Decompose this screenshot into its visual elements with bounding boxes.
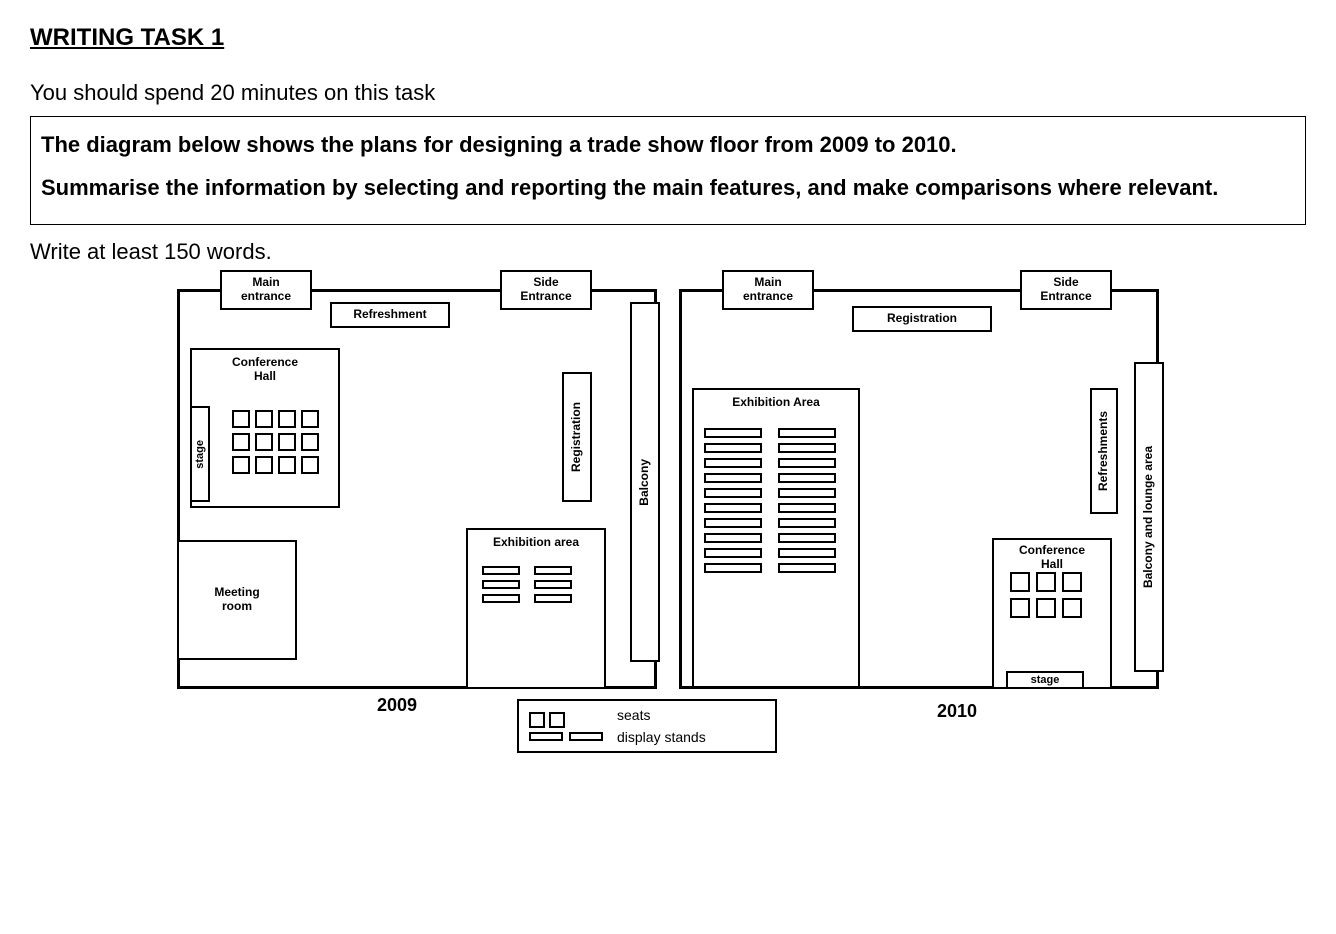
- seat-icon: [232, 456, 250, 474]
- seat-icon: [301, 410, 319, 428]
- stand-icon: [778, 518, 836, 528]
- floor-plans: Main entrance Side Entrance Refreshment …: [30, 289, 1306, 689]
- exhibition-area-2010: Exhibition Area: [692, 388, 860, 688]
- conference-seats-2009: [232, 410, 321, 476]
- stand-icon: [704, 518, 762, 528]
- year-2009-label: 2009: [377, 695, 417, 716]
- seat-icon: [1062, 572, 1082, 592]
- stand-icon: [778, 443, 836, 453]
- registration-label-2009: Registration: [570, 402, 584, 472]
- stand-icon: [778, 563, 836, 573]
- stand-icon: [704, 533, 762, 543]
- stand-icon: [534, 594, 572, 603]
- registration-2010: Registration: [852, 306, 992, 332]
- balcony-label-2010: Balcony and lounge area: [1142, 446, 1156, 588]
- main-entrance-2009: Main entrance: [220, 270, 312, 310]
- year-2010-label: 2010: [937, 701, 977, 722]
- seat-icon: [1036, 572, 1056, 592]
- seat-icon: [301, 433, 319, 451]
- stand-icon: [569, 732, 603, 741]
- meeting-room-2009: Meeting room: [177, 540, 297, 660]
- refreshments-2010: Refreshments: [1090, 388, 1118, 514]
- main-entrance-2010: Main entrance: [722, 270, 814, 310]
- legend-seats-label: seats: [617, 707, 706, 723]
- page-title: WRITING TASK 1: [30, 24, 1306, 52]
- balcony-2009: Balcony: [630, 302, 660, 662]
- seat-icon: [549, 712, 565, 728]
- legend-stands-label: display stands: [617, 729, 706, 745]
- seat-icon: [529, 712, 545, 728]
- seat-icon: [255, 410, 273, 428]
- stand-icon: [778, 503, 836, 513]
- stand-icon: [482, 566, 520, 575]
- seat-icon: [255, 456, 273, 474]
- balcony-label-2009: Balcony: [638, 459, 652, 506]
- refreshments-label-2010: Refreshments: [1097, 411, 1111, 491]
- stand-icon: [534, 566, 572, 575]
- prompt-box: The diagram below shows the plans for de…: [30, 116, 1306, 225]
- seat-icon: [278, 433, 296, 451]
- prompt-line-1: The diagram below shows the plans for de…: [41, 131, 1295, 160]
- exhibition-stands-2009: [482, 566, 576, 603]
- exhibition-area-2009: Exhibition area: [466, 528, 606, 689]
- seat-icon: [1010, 572, 1030, 592]
- conference-hall-2009: Conference Hall stage: [190, 348, 340, 508]
- wordcount-instruction: Write at least 150 words.: [30, 239, 1306, 265]
- stand-icon: [704, 443, 762, 453]
- conference-hall-label-2010: Conference Hall: [1019, 544, 1085, 572]
- seat-icon: [1036, 598, 1056, 618]
- stand-icon: [704, 473, 762, 483]
- stand-icon: [778, 473, 836, 483]
- legend-box: seats display stands: [517, 699, 777, 753]
- stand-icon: [778, 488, 836, 498]
- seat-icon: [278, 456, 296, 474]
- stage-2009: stage: [190, 406, 210, 502]
- stand-icon: [778, 533, 836, 543]
- seat-icon: [301, 456, 319, 474]
- exhibition-stands-2010: [704, 428, 840, 573]
- stand-icon: [704, 488, 762, 498]
- stand-icon: [778, 458, 836, 468]
- conference-seats-2010: [1010, 572, 1084, 620]
- stand-icon: [778, 548, 836, 558]
- side-entrance-2010: Side Entrance: [1020, 270, 1112, 310]
- side-entrance-2009: Side Entrance: [500, 270, 592, 310]
- seat-icon: [232, 410, 250, 428]
- stand-icon: [704, 563, 762, 573]
- stand-icon: [534, 580, 572, 589]
- seat-icon: [1010, 598, 1030, 618]
- time-instruction: You should spend 20 minutes on this task: [30, 80, 1306, 106]
- conference-hall-2010: Conference Hall stage: [992, 538, 1112, 689]
- stage-label-2009: stage: [194, 440, 207, 469]
- stand-icon: [704, 458, 762, 468]
- stand-icon: [529, 732, 563, 741]
- stand-icon: [778, 428, 836, 438]
- prompt-line-2: Summarise the information by selecting a…: [41, 174, 1295, 203]
- registration-2009: Registration: [562, 372, 592, 502]
- seat-icon: [1062, 598, 1082, 618]
- stand-icon: [704, 503, 762, 513]
- seat-icon: [232, 433, 250, 451]
- plan-2010: Main entrance Side Entrance Registration…: [679, 289, 1159, 689]
- stage-2010: stage: [1006, 671, 1084, 689]
- year-and-legend-row: 2009 2010 seats display stands: [167, 695, 1169, 755]
- seat-icon: [278, 410, 296, 428]
- refreshment-2009: Refreshment: [330, 302, 450, 328]
- exhibition-label-2009: Exhibition area: [493, 536, 579, 550]
- balcony-2010: Balcony and lounge area: [1134, 362, 1164, 672]
- seat-icon: [255, 433, 273, 451]
- stand-icon: [704, 548, 762, 558]
- stand-icon: [482, 580, 520, 589]
- stand-icon: [704, 428, 762, 438]
- conference-hall-label-2009: Conference Hall: [232, 356, 298, 384]
- stand-icon: [482, 594, 520, 603]
- exhibition-label-2010: Exhibition Area: [732, 396, 820, 410]
- plan-2009: Main entrance Side Entrance Refreshment …: [177, 289, 657, 689]
